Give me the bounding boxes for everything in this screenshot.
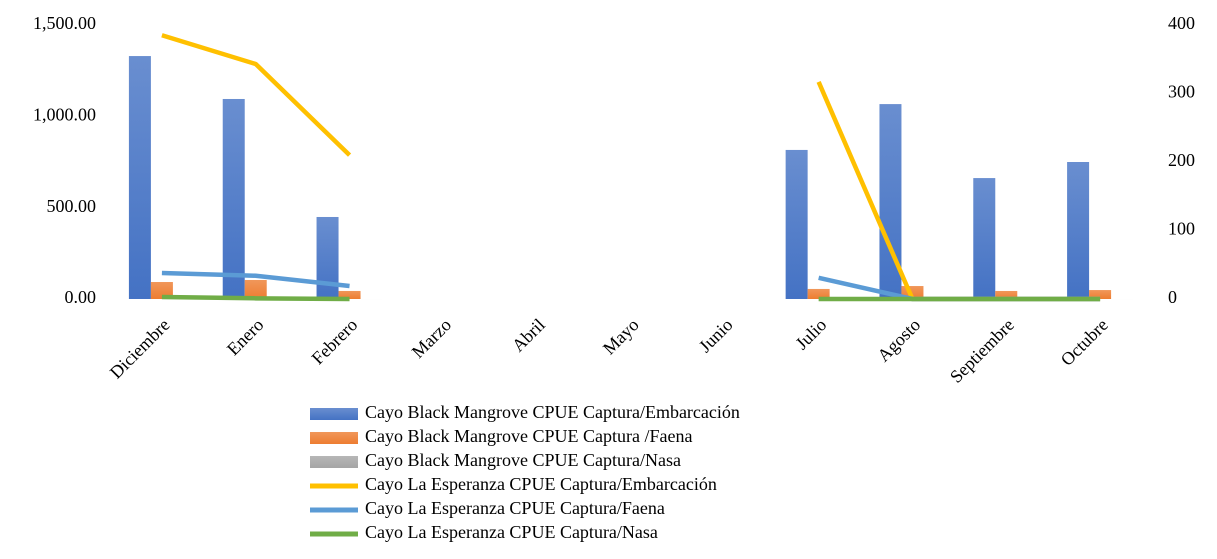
y-tick-label: 1,500.00 xyxy=(33,13,96,33)
y2-tick-label: 400 xyxy=(1168,13,1195,33)
x-tick-label: Julio xyxy=(791,315,830,354)
x-tick-label: Abril xyxy=(508,315,549,356)
x-tick-label: Junio xyxy=(695,315,737,357)
y-tick-label: 1,000.00 xyxy=(33,104,96,124)
bar xyxy=(338,290,361,299)
legend-label: Cayo La Esperanza CPUE Captura/Nasa xyxy=(365,522,658,542)
y2-tick-label: 200 xyxy=(1168,150,1195,170)
y2-tick-label: 0 xyxy=(1168,287,1177,307)
bar xyxy=(150,282,173,299)
y-tick-label: 0.00 xyxy=(65,287,97,307)
legend-swatch xyxy=(310,432,358,444)
bar xyxy=(973,178,996,299)
x-tick-label: Febrero xyxy=(308,315,362,369)
line xyxy=(161,33,1101,302)
x-tick-label: Marzo xyxy=(408,315,455,362)
y-tick-label: 500.00 xyxy=(47,196,97,216)
x-tick-label: Enero xyxy=(223,315,268,360)
x-tick-label: Agosto xyxy=(873,315,924,366)
legend-label: Cayo Black Mangrove CPUE Captura/Embarca… xyxy=(365,402,740,422)
x-tick-label: Septiembre xyxy=(946,315,1018,387)
legend-label: Cayo La Esperanza CPUE Captura/Embarcaci… xyxy=(365,474,717,494)
bar xyxy=(222,98,245,299)
legend-label: Cayo Black Mangrove CPUE Captura/Nasa xyxy=(365,450,681,470)
bar xyxy=(879,104,902,299)
x-tick-label: Mayo xyxy=(599,315,643,359)
bar xyxy=(1067,162,1090,299)
legend-label: Cayo Black Mangrove CPUE Captura /Faena xyxy=(365,426,692,446)
y2-tick-label: 100 xyxy=(1168,219,1195,239)
y2-tick-label: 300 xyxy=(1168,82,1195,102)
legend-swatch xyxy=(310,456,358,468)
bar xyxy=(244,280,267,299)
bar xyxy=(785,149,808,299)
legend-swatch xyxy=(310,408,358,420)
bar xyxy=(807,288,830,299)
bar xyxy=(128,56,151,300)
line xyxy=(161,294,1101,302)
x-tick-label: Octubre xyxy=(1057,315,1112,370)
bar xyxy=(316,216,339,299)
x-tick-label: Diciembre xyxy=(106,315,174,383)
legend-label: Cayo La Esperanza CPUE Captura/Faena xyxy=(365,498,665,518)
bar xyxy=(1089,290,1112,299)
line xyxy=(161,270,1101,302)
bar xyxy=(995,290,1018,299)
